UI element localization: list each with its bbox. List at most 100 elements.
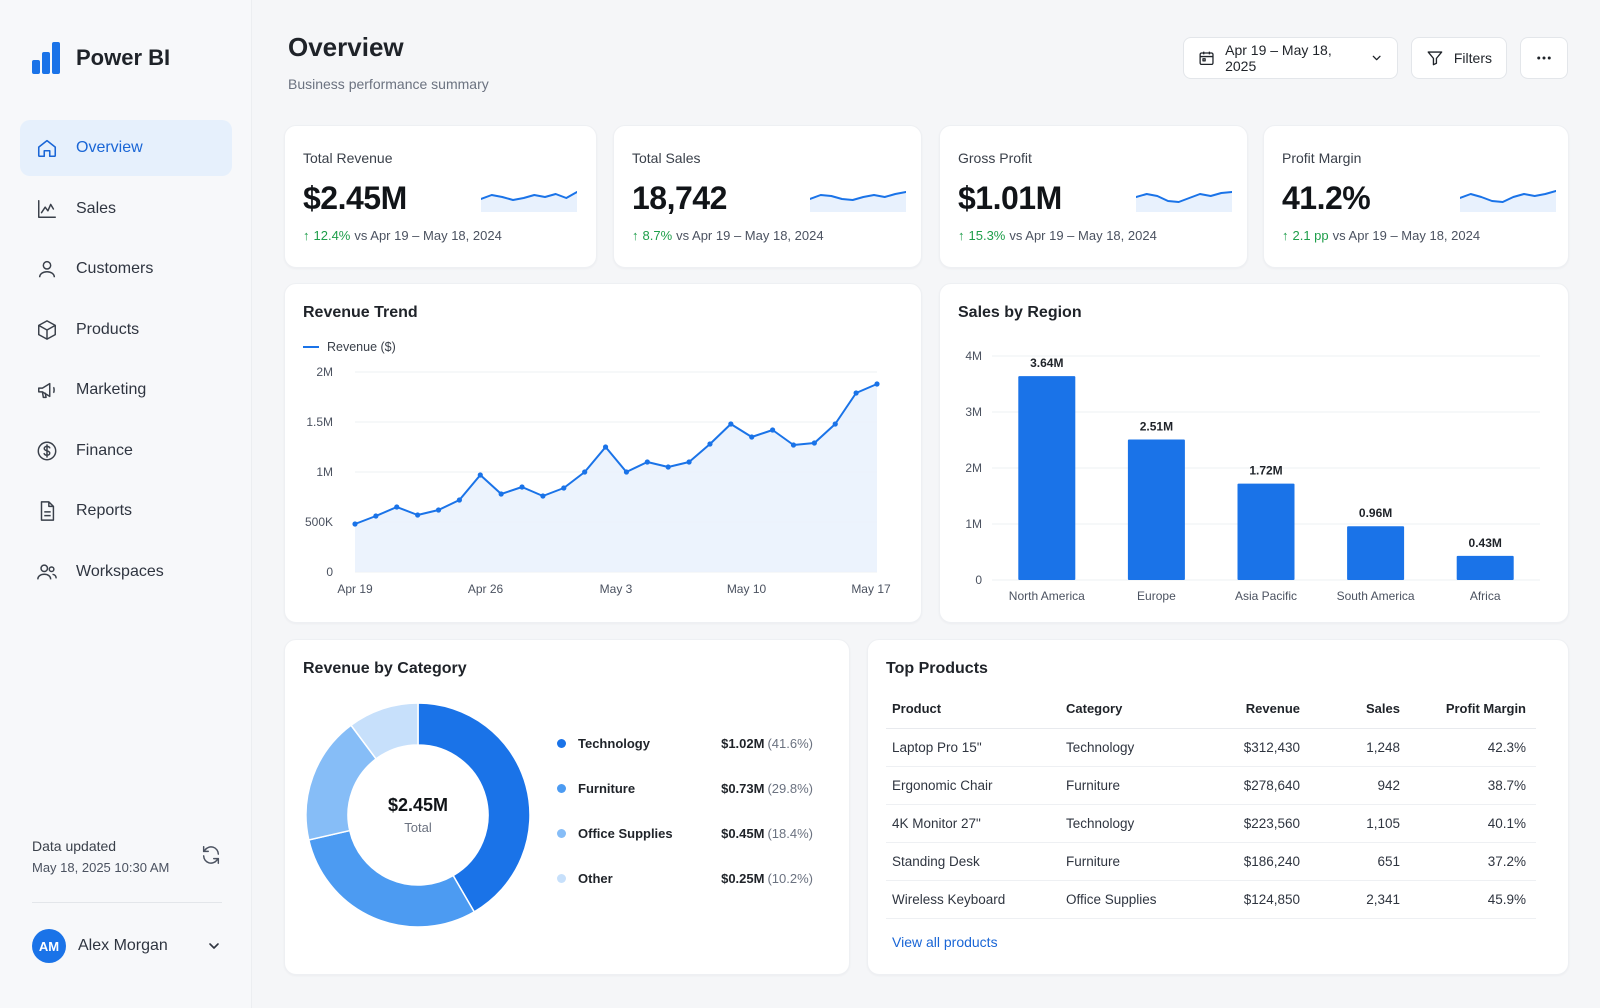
table-row[interactable]: Standing Desk Furniture $186,240 651 37.… [886,842,1536,881]
data-updated: Data updated May 18, 2025 10:30 AM [32,838,222,875]
avatar: AM [32,929,66,963]
date-range-label: Apr 19 – May 18, 2025 [1225,42,1332,74]
revenue-by-category-chart [305,702,531,928]
revenue-by-category-card: Revenue by Category $2.45M Total Technol… [284,639,850,975]
sales-by-region-card: Sales by Region 0 1M 2M 3M 4M 3.64M North Amer… [939,283,1569,623]
data-point [874,381,880,387]
chevron-down-icon[interactable] [206,938,222,954]
cell-revenue: $312,430 [1210,728,1310,767]
sparkline-area [481,192,577,212]
top-products-card: Top Products Product Category Revenue Sa… [867,639,1569,975]
cell-sales: 1,248 [1310,728,1410,767]
brand[interactable]: Power BI [32,42,170,74]
sparkline-line [481,191,577,201]
kpi-delta: ↑ 15.3% vs Apr 19 – May 18, 2024 [958,228,1157,243]
arrow-up-icon: ↑ [303,228,310,243]
legend-name: Other [578,870,613,886]
kpi-card-profit-margin[interactable]: Profit Margin 41.2% ↑ 2.1 pp vs Apr 19 –… [1263,125,1569,268]
donut-center: $2.45M Total [305,795,531,835]
sidebar-item-finance[interactable]: Finance [20,423,232,479]
cell-revenue: $124,850 [1210,880,1310,919]
table-row[interactable]: Ergonomic Chair Furniture $278,640 942 3… [886,766,1536,805]
kpi-delta-value: 15.3% [968,228,1006,243]
sidebar-item-label: Reports [76,502,133,519]
arrow-up-icon: ↑ [1282,228,1289,243]
cell-profit-margin: 37.2% [1410,842,1536,881]
bar [1456,555,1514,580]
data-point [435,507,442,513]
cell-product: Wireless Keyboard [886,880,1060,919]
sparkline [481,191,577,212]
legend-item: Furniture $0.73M (29.8%) [557,778,813,798]
view-all-products-link[interactable]: View all products [892,934,998,950]
data-point [352,521,358,527]
document-icon [40,501,55,521]
pie-slice [307,829,476,928]
column-header-category[interactable]: Category [1060,690,1210,729]
bar-value-label: 0.96M [1359,506,1392,520]
sidebar-item-products[interactable]: Products [20,302,232,358]
user-icon [38,260,56,278]
column-header-product[interactable]: Product [886,690,1060,729]
table-row[interactable]: Wireless Keyboard Office Supplies $124,8… [886,880,1536,919]
sidebar-item-customers[interactable]: Customers [20,241,232,297]
kpi-card-total-revenue[interactable]: Total Revenue $2.45M ↑ 12.4% vs Apr 19 –… [284,125,597,268]
column-header-profit-margin[interactable]: Profit Margin [1410,690,1536,729]
sidebar-item-label: Finance [76,441,133,459]
y-tick-label: 1M [316,465,333,479]
data-point [602,444,609,450]
data-point [644,459,650,465]
data-point [373,513,379,519]
data-point [853,390,859,396]
legend-label: Revenue ($) [327,340,396,354]
x-tick-label: Apr 19 [337,582,373,596]
sidebar-item-sales[interactable]: Sales [20,181,232,237]
data-point [665,464,671,470]
cell-sales: 942 [1310,766,1410,805]
chevron-down-icon [1372,55,1381,61]
date-range-picker[interactable]: Apr 19 – May 18, 2025 [1183,37,1398,79]
kpi-delta-value: 8.7% [642,228,673,243]
cell-sales: 2,341 [1310,880,1410,919]
sidebar-item-reports[interactable]: Reports [20,483,232,539]
x-tick-label: May 17 [851,582,891,596]
table-row[interactable]: 4K Monitor 27" Technology $223,560 1,105… [886,804,1536,843]
column-header-revenue[interactable]: Revenue [1210,690,1310,729]
data-point [415,512,421,518]
cell-category: Technology [1060,804,1210,843]
sidebar-item-workspaces[interactable]: Workspaces [20,544,232,600]
filters-button[interactable]: Filters [1411,37,1507,79]
data-updated-time: May 18, 2025 10:30 AM [32,860,170,875]
cell-product: Ergonomic Chair [886,766,1060,805]
x-tick-label: May 10 [727,582,767,596]
x-tick-label: Asia Pacific [1235,589,1297,603]
donut-center-value: $2.45M [387,795,449,815]
column-header-sales[interactable]: Sales [1310,690,1410,729]
table-row[interactable]: Laptop Pro 15" Technology $312,430 1,248… [886,728,1536,767]
kpi-card-total-sales[interactable]: Total Sales 18,742 ↑ 8.7% vs Apr 19 – Ma… [613,125,922,268]
sidebar: Power BI Overview Sales Customers Produc… [0,0,252,1008]
sidebar-item-label: Customers [76,260,154,277]
sales-by-region-chart: 0 1M 2M 3M 4M 3.64M North America 2.51M Europe 1.… [965,349,1540,603]
user-menu[interactable]: AM Alex Morgan [32,929,222,963]
user-name: Alex Morgan [78,937,168,954]
page-title: Overview [288,32,404,62]
y-tick-label: 0 [326,565,333,579]
kpi-label: Total Sales [632,150,701,166]
legend-dot [557,828,566,838]
sidebar-item-marketing[interactable]: Marketing [20,362,232,418]
sparkline-line [810,191,906,201]
sparkline-area [1136,192,1232,212]
donut-center-label: Total [404,820,432,835]
legend-swatch [303,346,319,348]
kpi-label: Profit Margin [1282,150,1362,166]
more-options-button[interactable] [1520,37,1568,79]
refresh-icon[interactable] [200,844,222,866]
data-point [561,485,567,491]
sidebar-item-overview[interactable]: Overview [20,120,232,176]
legend-value: $0.45M [721,825,765,841]
legend-value: $0.25M [721,870,765,886]
kpi-card-gross-profit[interactable]: Gross Profit $1.01M ↑ 15.3% vs Apr 19 – … [939,125,1248,268]
sidebar-nav: Overview Sales Customers Products Market… [20,120,232,604]
revenue-trend-chart: 0 500K 1M 1.5M 2M Apr 19 Apr 26 May 3 May 10 May … [305,365,891,596]
